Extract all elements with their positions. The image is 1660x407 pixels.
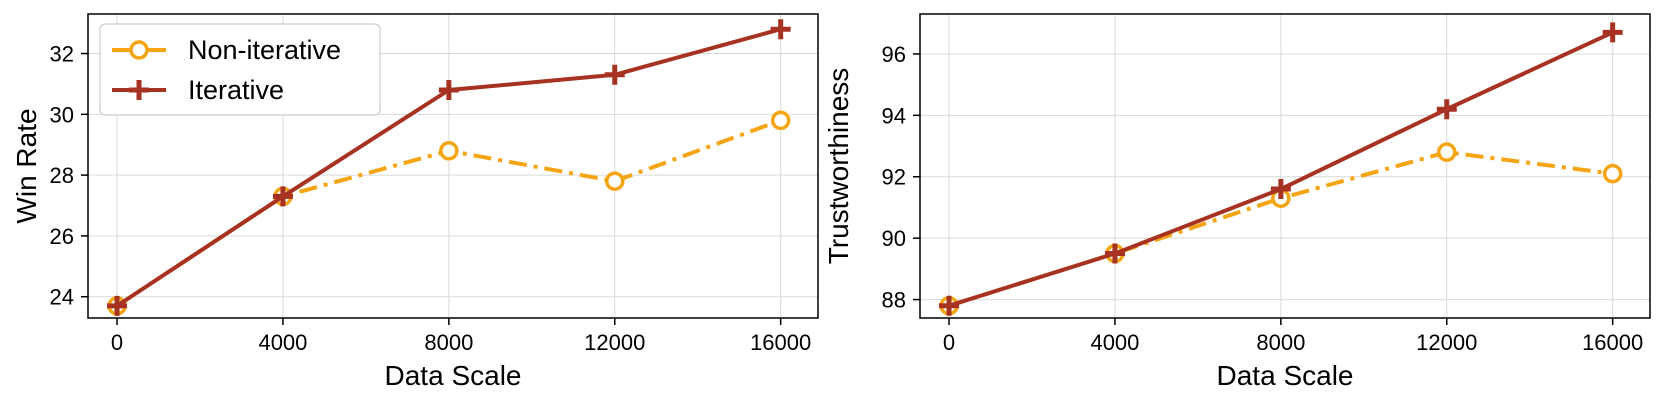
y-tick-label: 26 (50, 224, 74, 249)
data-point (1437, 142, 1457, 162)
win-rate-chart: 0 4000 8000 12000 16000 24 26 28 30 32 Data Scale W… (11, 13, 819, 391)
data-point (770, 19, 791, 40)
y-tick-label: 24 (50, 285, 74, 310)
x-tick-label: 8000 (424, 330, 473, 355)
legend-marker (129, 80, 149, 100)
grid (920, 14, 1650, 318)
x-tick-label: 12000 (584, 330, 645, 355)
legend: Non-iterative Iterative (99, 23, 381, 116)
data-point (1104, 243, 1125, 264)
y-axis-title: Trustworthiness (823, 68, 854, 265)
y-axis-title: Win Rate (11, 108, 42, 223)
data-point (272, 186, 293, 207)
data-point (439, 141, 459, 161)
y-tick-label: 92 (882, 165, 906, 190)
data-point (438, 80, 459, 100)
x-tick-label: 0 (111, 330, 123, 355)
data-point (604, 64, 625, 85)
data-point (107, 295, 128, 316)
legend-marker (129, 40, 149, 60)
x-tick-label: 12000 (1416, 330, 1477, 355)
data-point (1436, 99, 1457, 120)
trustworthiness-chart: 0 4000 8000 12000 16000 88 90 92 94 96 Data Scale T… (823, 13, 1651, 391)
x-axis-title: Data Scale (1217, 360, 1354, 391)
y-tick-label: 88 (882, 288, 906, 313)
data-point (1602, 22, 1623, 43)
data-point (770, 110, 791, 131)
x-tick-label: 16000 (1582, 330, 1643, 355)
legend-label: Iterative (188, 75, 284, 105)
x-tick-label: 0 (943, 330, 955, 355)
legend-box (99, 23, 381, 116)
x-axis-title: Data Scale (385, 360, 522, 391)
series-iterative (107, 19, 791, 316)
y-tick-label: 96 (882, 42, 906, 67)
data-point (1602, 163, 1623, 184)
x-tick-label: 4000 (1090, 330, 1139, 355)
y-tick-label: 94 (882, 103, 906, 128)
y-tick-label: 28 (50, 163, 74, 188)
plot-frame (87, 13, 819, 319)
x-tick-label: 16000 (750, 330, 811, 355)
x-tick-label: 4000 (258, 330, 307, 355)
data-point (939, 295, 960, 316)
series-iterative (939, 22, 1623, 316)
plot-frame (919, 13, 1651, 319)
legend-label: Non-iterative (188, 35, 341, 65)
x-tick-label: 8000 (1256, 330, 1305, 355)
data-point (1270, 179, 1291, 200)
y-tick-label: 30 (50, 102, 74, 127)
y-tick-label: 32 (50, 42, 74, 67)
data-point (605, 171, 625, 191)
y-tick-label: 90 (882, 226, 906, 251)
